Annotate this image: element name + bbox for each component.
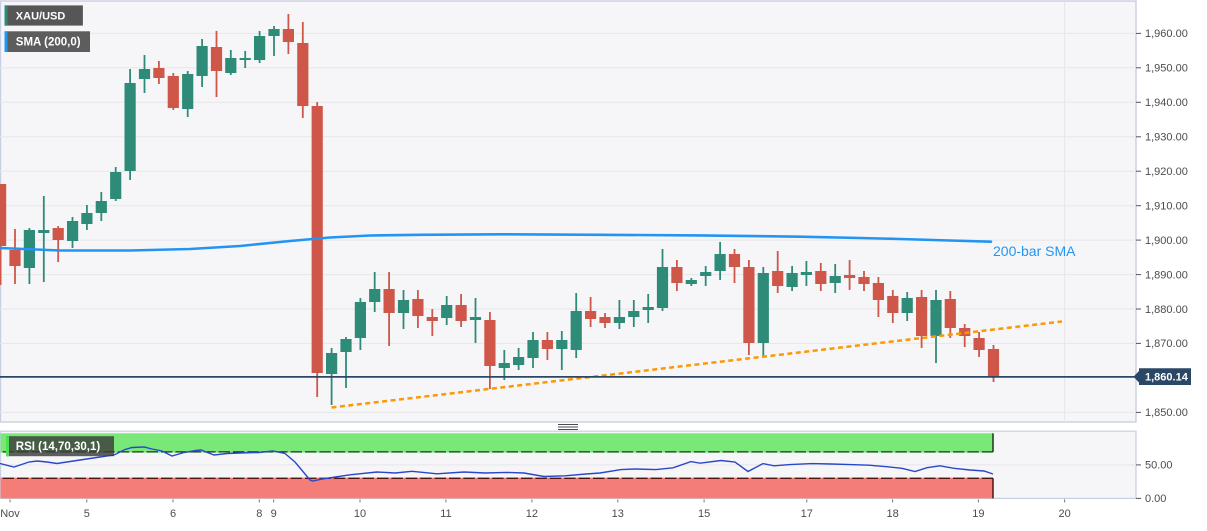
svg-text:17: 17 xyxy=(801,508,813,520)
svg-text:15: 15 xyxy=(698,508,710,520)
svg-text:5: 5 xyxy=(84,508,90,520)
svg-text:12: 12 xyxy=(526,508,538,520)
svg-text:9: 9 xyxy=(271,508,277,520)
svg-text:19: 19 xyxy=(972,508,984,520)
svg-text:1,930.00: 1,930.00 xyxy=(1145,132,1188,144)
svg-text:1,920.00: 1,920.00 xyxy=(1145,166,1188,178)
svg-text:8: 8 xyxy=(256,508,262,520)
svg-text:1,940.00: 1,940.00 xyxy=(1145,97,1188,109)
svg-text:1,890.00: 1,890.00 xyxy=(1145,269,1188,281)
svg-text:1,880.00: 1,880.00 xyxy=(1145,304,1188,316)
svg-text:20: 20 xyxy=(1058,508,1070,520)
svg-text:SMA (200,0): SMA (200,0) xyxy=(16,37,81,49)
svg-text:1,960.00: 1,960.00 xyxy=(1145,28,1188,40)
svg-text:13: 13 xyxy=(612,508,624,520)
svg-text:1,870.00: 1,870.00 xyxy=(1145,338,1188,350)
svg-text:1,900.00: 1,900.00 xyxy=(1145,235,1188,247)
svg-text:50.00: 50.00 xyxy=(1145,460,1173,472)
svg-text:1,850.00: 1,850.00 xyxy=(1145,407,1188,419)
svg-text:200-bar SMA: 200-bar SMA xyxy=(993,243,1076,259)
svg-text:6: 6 xyxy=(170,508,176,520)
svg-text:RSI (14,70,30,1): RSI (14,70,30,1) xyxy=(16,441,101,453)
svg-text:11: 11 xyxy=(440,508,451,520)
svg-text:1,910.00: 1,910.00 xyxy=(1145,201,1188,213)
svg-text:18: 18 xyxy=(886,508,898,520)
svg-text:Nov: Nov xyxy=(0,508,20,520)
svg-text:10: 10 xyxy=(354,508,366,520)
svg-text:XAU/USD: XAU/USD xyxy=(16,10,66,22)
svg-text:0.00: 0.00 xyxy=(1145,493,1166,505)
svg-text:1,950.00: 1,950.00 xyxy=(1145,63,1188,75)
svg-text:1,860.14: 1,860.14 xyxy=(1145,372,1189,384)
